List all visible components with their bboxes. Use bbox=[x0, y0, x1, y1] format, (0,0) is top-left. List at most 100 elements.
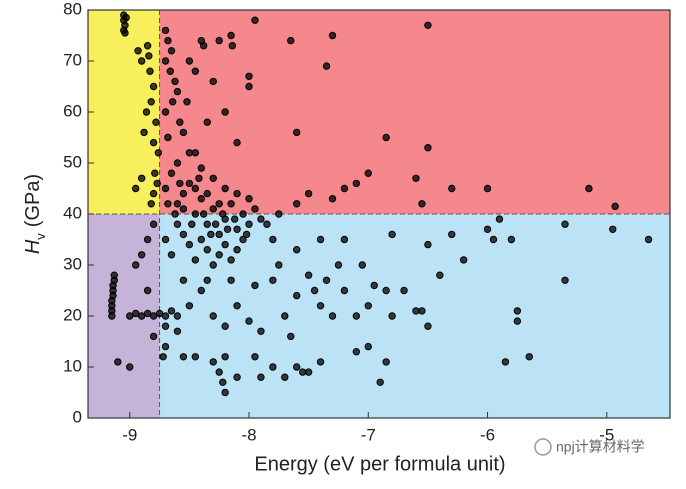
point bbox=[424, 240, 432, 249]
point bbox=[227, 276, 235, 284]
point bbox=[168, 98, 177, 106]
point bbox=[203, 189, 211, 198]
point bbox=[188, 220, 196, 228]
x-axis-label: Energy (eV per formula unit) bbox=[254, 453, 505, 475]
point bbox=[161, 57, 170, 65]
point bbox=[513, 317, 522, 325]
point bbox=[209, 174, 217, 183]
point bbox=[161, 235, 170, 244]
point bbox=[134, 47, 142, 55]
point bbox=[173, 220, 182, 228]
point bbox=[147, 200, 155, 208]
point bbox=[167, 307, 176, 315]
point bbox=[245, 317, 253, 325]
point bbox=[281, 373, 289, 381]
point bbox=[149, 312, 158, 320]
point bbox=[151, 169, 159, 177]
watermark-text: npj计算材料学 bbox=[556, 439, 645, 455]
y-tick-label: 50 bbox=[63, 152, 82, 171]
point bbox=[257, 373, 265, 381]
point bbox=[179, 205, 188, 213]
point bbox=[293, 363, 301, 371]
point bbox=[221, 184, 229, 193]
point bbox=[388, 312, 396, 320]
point bbox=[126, 363, 134, 371]
x-tick-label: -5 bbox=[599, 425, 614, 444]
point bbox=[155, 309, 164, 318]
point bbox=[328, 31, 337, 40]
point bbox=[152, 118, 160, 126]
point bbox=[176, 118, 184, 126]
point bbox=[221, 108, 229, 116]
point bbox=[364, 169, 372, 177]
point bbox=[149, 82, 158, 91]
point bbox=[364, 302, 372, 310]
point bbox=[166, 67, 174, 75]
point bbox=[179, 230, 188, 239]
point bbox=[239, 210, 247, 218]
point bbox=[263, 220, 271, 228]
point bbox=[185, 57, 194, 65]
point bbox=[293, 128, 301, 137]
point bbox=[173, 159, 182, 167]
point bbox=[242, 230, 251, 239]
point bbox=[171, 77, 179, 86]
y-axis-label: Hv (GPa) bbox=[22, 174, 48, 254]
point bbox=[121, 29, 129, 37]
point bbox=[167, 47, 176, 55]
point bbox=[219, 210, 227, 218]
point bbox=[251, 205, 259, 213]
point bbox=[316, 235, 325, 244]
y-tick-label: 10 bbox=[63, 356, 82, 375]
point bbox=[191, 149, 200, 157]
point bbox=[137, 174, 146, 183]
point bbox=[164, 133, 172, 142]
watermark-icon bbox=[534, 438, 552, 456]
point bbox=[179, 353, 188, 361]
point bbox=[199, 42, 208, 50]
point bbox=[269, 363, 277, 371]
region-upper-right bbox=[159, 10, 670, 214]
point bbox=[215, 230, 223, 239]
point bbox=[489, 235, 498, 244]
point bbox=[173, 312, 182, 320]
point bbox=[179, 128, 188, 137]
point bbox=[126, 312, 134, 320]
point bbox=[173, 327, 182, 335]
point bbox=[251, 281, 259, 290]
point bbox=[209, 358, 217, 366]
point bbox=[370, 281, 378, 290]
point bbox=[448, 230, 456, 239]
point bbox=[388, 230, 396, 239]
point bbox=[221, 240, 229, 249]
point bbox=[585, 184, 593, 193]
point bbox=[382, 133, 390, 142]
point bbox=[233, 225, 241, 234]
point bbox=[230, 215, 239, 223]
point bbox=[316, 302, 325, 310]
point bbox=[149, 189, 158, 198]
point bbox=[352, 312, 361, 320]
point bbox=[203, 118, 211, 126]
point bbox=[161, 312, 170, 320]
point bbox=[185, 302, 194, 310]
point bbox=[167, 251, 176, 259]
point bbox=[143, 286, 152, 295]
point bbox=[293, 200, 301, 208]
y-tick-label: 70 bbox=[63, 50, 82, 69]
point bbox=[233, 302, 241, 310]
point bbox=[146, 67, 154, 75]
region-lower-right bbox=[159, 214, 670, 418]
point bbox=[525, 353, 533, 361]
point bbox=[644, 235, 653, 244]
point bbox=[161, 322, 170, 330]
point bbox=[412, 307, 420, 315]
point bbox=[304, 368, 313, 376]
point bbox=[233, 189, 241, 198]
point bbox=[293, 246, 301, 254]
point bbox=[459, 256, 468, 264]
point bbox=[207, 230, 215, 239]
point bbox=[269, 235, 277, 244]
point bbox=[245, 220, 253, 228]
